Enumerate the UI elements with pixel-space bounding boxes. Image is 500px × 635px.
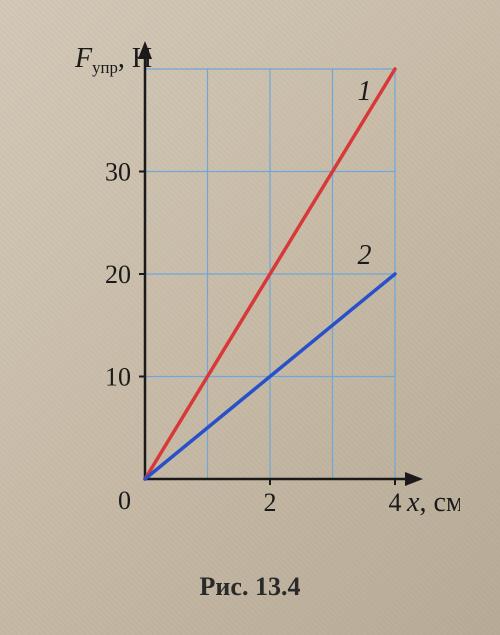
series-label-1: 1 <box>358 75 372 106</box>
spring-force-chart: 10 20 30 2 4 0 1 2 Fупр, Н x, см <box>40 34 460 554</box>
x-tick-label: 4 <box>389 488 402 517</box>
x-tick-label: 2 <box>264 488 277 517</box>
y-tick-label: 10 <box>105 362 131 391</box>
y-axis-label: Fупр, Н <box>74 43 152 77</box>
chart-container: 10 20 30 2 4 0 1 2 Fупр, Н x, см <box>40 34 460 554</box>
x-axis-arrow <box>405 472 423 486</box>
x-axis-label: x, см <box>406 487 460 518</box>
y-tick-label: 20 <box>105 260 131 289</box>
origin-label: 0 <box>118 486 131 515</box>
series-label-2: 2 <box>358 239 372 270</box>
figure-caption: Рис. 13.4 <box>200 572 301 602</box>
y-tick-label: 30 <box>105 157 131 186</box>
